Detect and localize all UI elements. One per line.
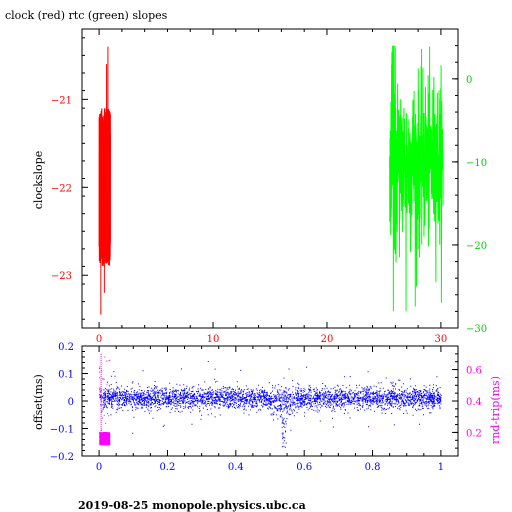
bottom-y2-tick-label: 0.6 [466,366,482,377]
bottom-x-tick-label: 0.4 [228,462,244,473]
clock-series [98,46,111,315]
bottom-x-tick-label: 0 [96,462,102,473]
bottom-y-tick-label: 0 [68,397,74,408]
top-y-axis-label: clockslope [32,151,45,209]
bottom-x-tick-label: 0.6 [296,462,312,473]
rtc-line [389,45,444,312]
offset-points [99,361,442,448]
offset-series [99,361,442,448]
bottom-y-tick-label: 0.1 [58,370,74,381]
top-y2-tick-label: −30 [466,324,487,335]
rtc-series [389,45,444,312]
top-y-tick-label: −21 [51,95,72,106]
top-x-tick-label: 0 [96,334,102,345]
top-y2-tick-label: 0 [466,75,472,86]
chart-title: clock (red) rtc (green) slopes [5,9,168,22]
bottom-y2-axis-label: rnd-trip(ms) [489,376,502,444]
bottom-x-tick-label: 0.2 [160,462,176,473]
top-panel: 0 10 20 30 −23 −22 −21 −30 −20 −10 0 clockslope [32,28,487,345]
bottom-x-tick-label: 1 [438,462,444,473]
top-y-tick-label: −23 [51,271,72,282]
top-y-tick-label: −22 [51,183,72,194]
top-x-tick-label: 30 [435,334,448,345]
roundtrip-points [99,356,111,446]
bottom-y-tick-label: −0.2 [50,452,74,463]
footer-caption: 2019-08-25 monopole.physics.ubc.ca [78,499,306,512]
bottom-axes: 0 0.2 0.4 0.6 0.8 1 −0.2 −0.1 0 0.1 0.2 0.2 0.4 0.6 [50,342,482,473]
roundtrip-series [99,353,111,446]
bottom-y2-tick-label: 0.2 [466,428,482,439]
bottom-panel: 0 0.2 0.4 0.6 0.8 1 −0.2 −0.1 0 0.1 0.2 0.2 0.4 0.6 o… [32,342,502,473]
top-y2-tick-label: −10 [466,158,487,169]
bottom-y2-tick-label: 0.4 [466,397,482,408]
bottom-y-tick-label: −0.1 [50,425,74,436]
top-y2-tick-label: −20 [466,241,487,252]
top-axes: 0 10 20 30 −23 −22 −21 −30 −20 −10 0 [51,29,487,345]
top-x-tick-label: 20 [321,334,334,345]
clock-line [98,46,111,315]
bottom-x-tick-label: 0.8 [365,462,381,473]
top-x-tick-label: 10 [207,334,220,345]
bottom-y-axis-label: offset(ms) [32,374,45,430]
bottom-y-tick-label: 0.2 [58,342,74,353]
